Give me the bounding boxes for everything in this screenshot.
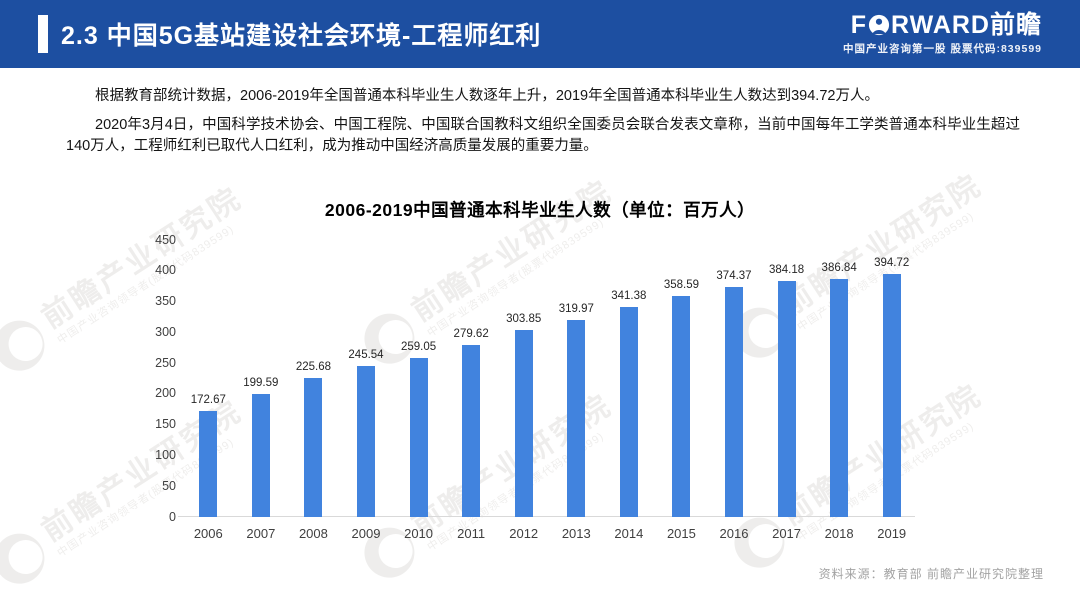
bar-2019 <box>882 274 901 517</box>
x-tick-label: 2007 <box>246 526 276 541</box>
bar-2007 <box>251 394 270 517</box>
y-tick-label: 100 <box>155 447 176 462</box>
forward-o-person-icon <box>868 14 890 36</box>
x-tick-label: 2016 <box>719 526 749 541</box>
x-tick-label: 2015 <box>666 526 696 541</box>
brand-logo-wordmark: F RWARD 前瞻 <box>843 12 1042 38</box>
x-tick-label: 2012 <box>509 526 539 541</box>
y-tick-label: 200 <box>155 386 176 401</box>
bar-value-label: 384.18 <box>768 263 805 276</box>
bar-value-label: 172.67 <box>190 393 226 406</box>
bar-value-label: 386.84 <box>821 261 857 274</box>
page-title: 2.3 中国5G基站建设社会环境-工程师红利 <box>61 22 542 50</box>
y-tick-label: 450 <box>155 232 176 247</box>
bar-2015 <box>672 296 691 517</box>
y-tick-label: 400 <box>155 263 176 278</box>
x-tick-label: 2009 <box>351 526 381 541</box>
brand-text-cn: 前瞻 <box>989 11 1042 39</box>
y-tick-label: 150 <box>155 417 176 432</box>
bar-2018 <box>830 278 849 517</box>
watermark-logo-icon <box>0 311 55 381</box>
y-tick-label: 300 <box>155 324 176 339</box>
bar-value-label: 225.68 <box>295 361 332 374</box>
x-tick-label: 2014 <box>614 526 644 541</box>
source-note: 资料来源：教育部 前瞻产业研究院整理 <box>818 567 1044 581</box>
bar-value-label: 245.54 <box>348 348 384 361</box>
bar-2008 <box>304 378 323 517</box>
bar-value-label: 319.97 <box>558 303 594 316</box>
x-tick-label: 2018 <box>824 526 854 541</box>
bar-2010 <box>409 357 428 517</box>
chart-x-axis-line <box>178 516 915 517</box>
bar-value-label: 341.38 <box>611 289 647 302</box>
brand-text-rward: RWARD <box>891 11 990 39</box>
header-bar: 2.3 中国5G基站建设社会环境-工程师红利 F RWARD 前瞻 中国产业咨询… <box>0 0 1080 68</box>
x-tick-label: 2017 <box>772 526 802 541</box>
paragraph-1: 根据教育部统计数据，2006-2019年全国普通本科毕业生人数逐年上升，2019… <box>95 88 879 104</box>
x-tick-label: 2013 <box>561 526 591 541</box>
brand-tagline: 中国产业咨询第一股 股票代码:839599 <box>843 43 1042 55</box>
bar-2009 <box>357 365 375 517</box>
x-tick-label: 2019 <box>877 526 907 541</box>
paragraph-2: 2020年3月4日，中国科学技术协会、中国工程院、中国联合国教科文组织全国委员会… <box>66 116 1020 155</box>
brand-logo: F RWARD 前瞻 中国产业咨询第一股 股票代码:839599 <box>843 12 1042 56</box>
bar-value-label: 358.59 <box>663 279 700 292</box>
bar-2016 <box>725 286 743 517</box>
bar-value-label: 394.72 <box>874 257 910 270</box>
chart-x-axis: 2006 2007 2008 2009 2010 2011 2012 2013 2014 2015… <box>182 526 918 544</box>
title-accent-bar <box>38 15 48 53</box>
body-text-block: 根据教育部统计数据，2006-2019年全国普通本科毕业生人数逐年上升，2019… <box>66 86 1020 165</box>
chart-title: 2006-2019中国普通本科毕业生人数（单位：百万人） <box>324 200 756 220</box>
x-tick-label: 2006 <box>193 526 223 541</box>
bar-value-label: 374.37 <box>716 269 752 282</box>
bar-2006 <box>199 410 218 517</box>
bar-value-label: 199.59 <box>243 377 279 390</box>
x-tick-label: 2010 <box>404 526 434 541</box>
chart-y-axis: 0 50 100 150 200 250 300 350 400 450 <box>120 233 176 524</box>
x-tick-label: 2008 <box>298 526 328 541</box>
bar-value-label: 303.85 <box>506 312 542 325</box>
watermark-logo-icon <box>0 524 55 594</box>
bar-2011 <box>462 344 481 517</box>
y-tick-label: 350 <box>155 294 176 309</box>
y-tick-label: 250 <box>155 355 176 370</box>
brand-text-f: F <box>850 11 867 39</box>
chart-plot-area: 172.67 199.59 225.68 245.54 259.05 279.62 303.… <box>182 240 918 517</box>
bar-value-label: 279.62 <box>453 327 489 340</box>
bar-value-label: 259.05 <box>400 340 437 353</box>
bar-2017 <box>777 280 796 517</box>
x-tick-label: 2011 <box>457 526 486 541</box>
y-tick-label: 0 <box>169 509 176 524</box>
y-tick-label: 50 <box>162 478 176 493</box>
bar-2013 <box>567 320 586 517</box>
bar-2012 <box>514 329 533 517</box>
bar-2014 <box>619 306 638 517</box>
